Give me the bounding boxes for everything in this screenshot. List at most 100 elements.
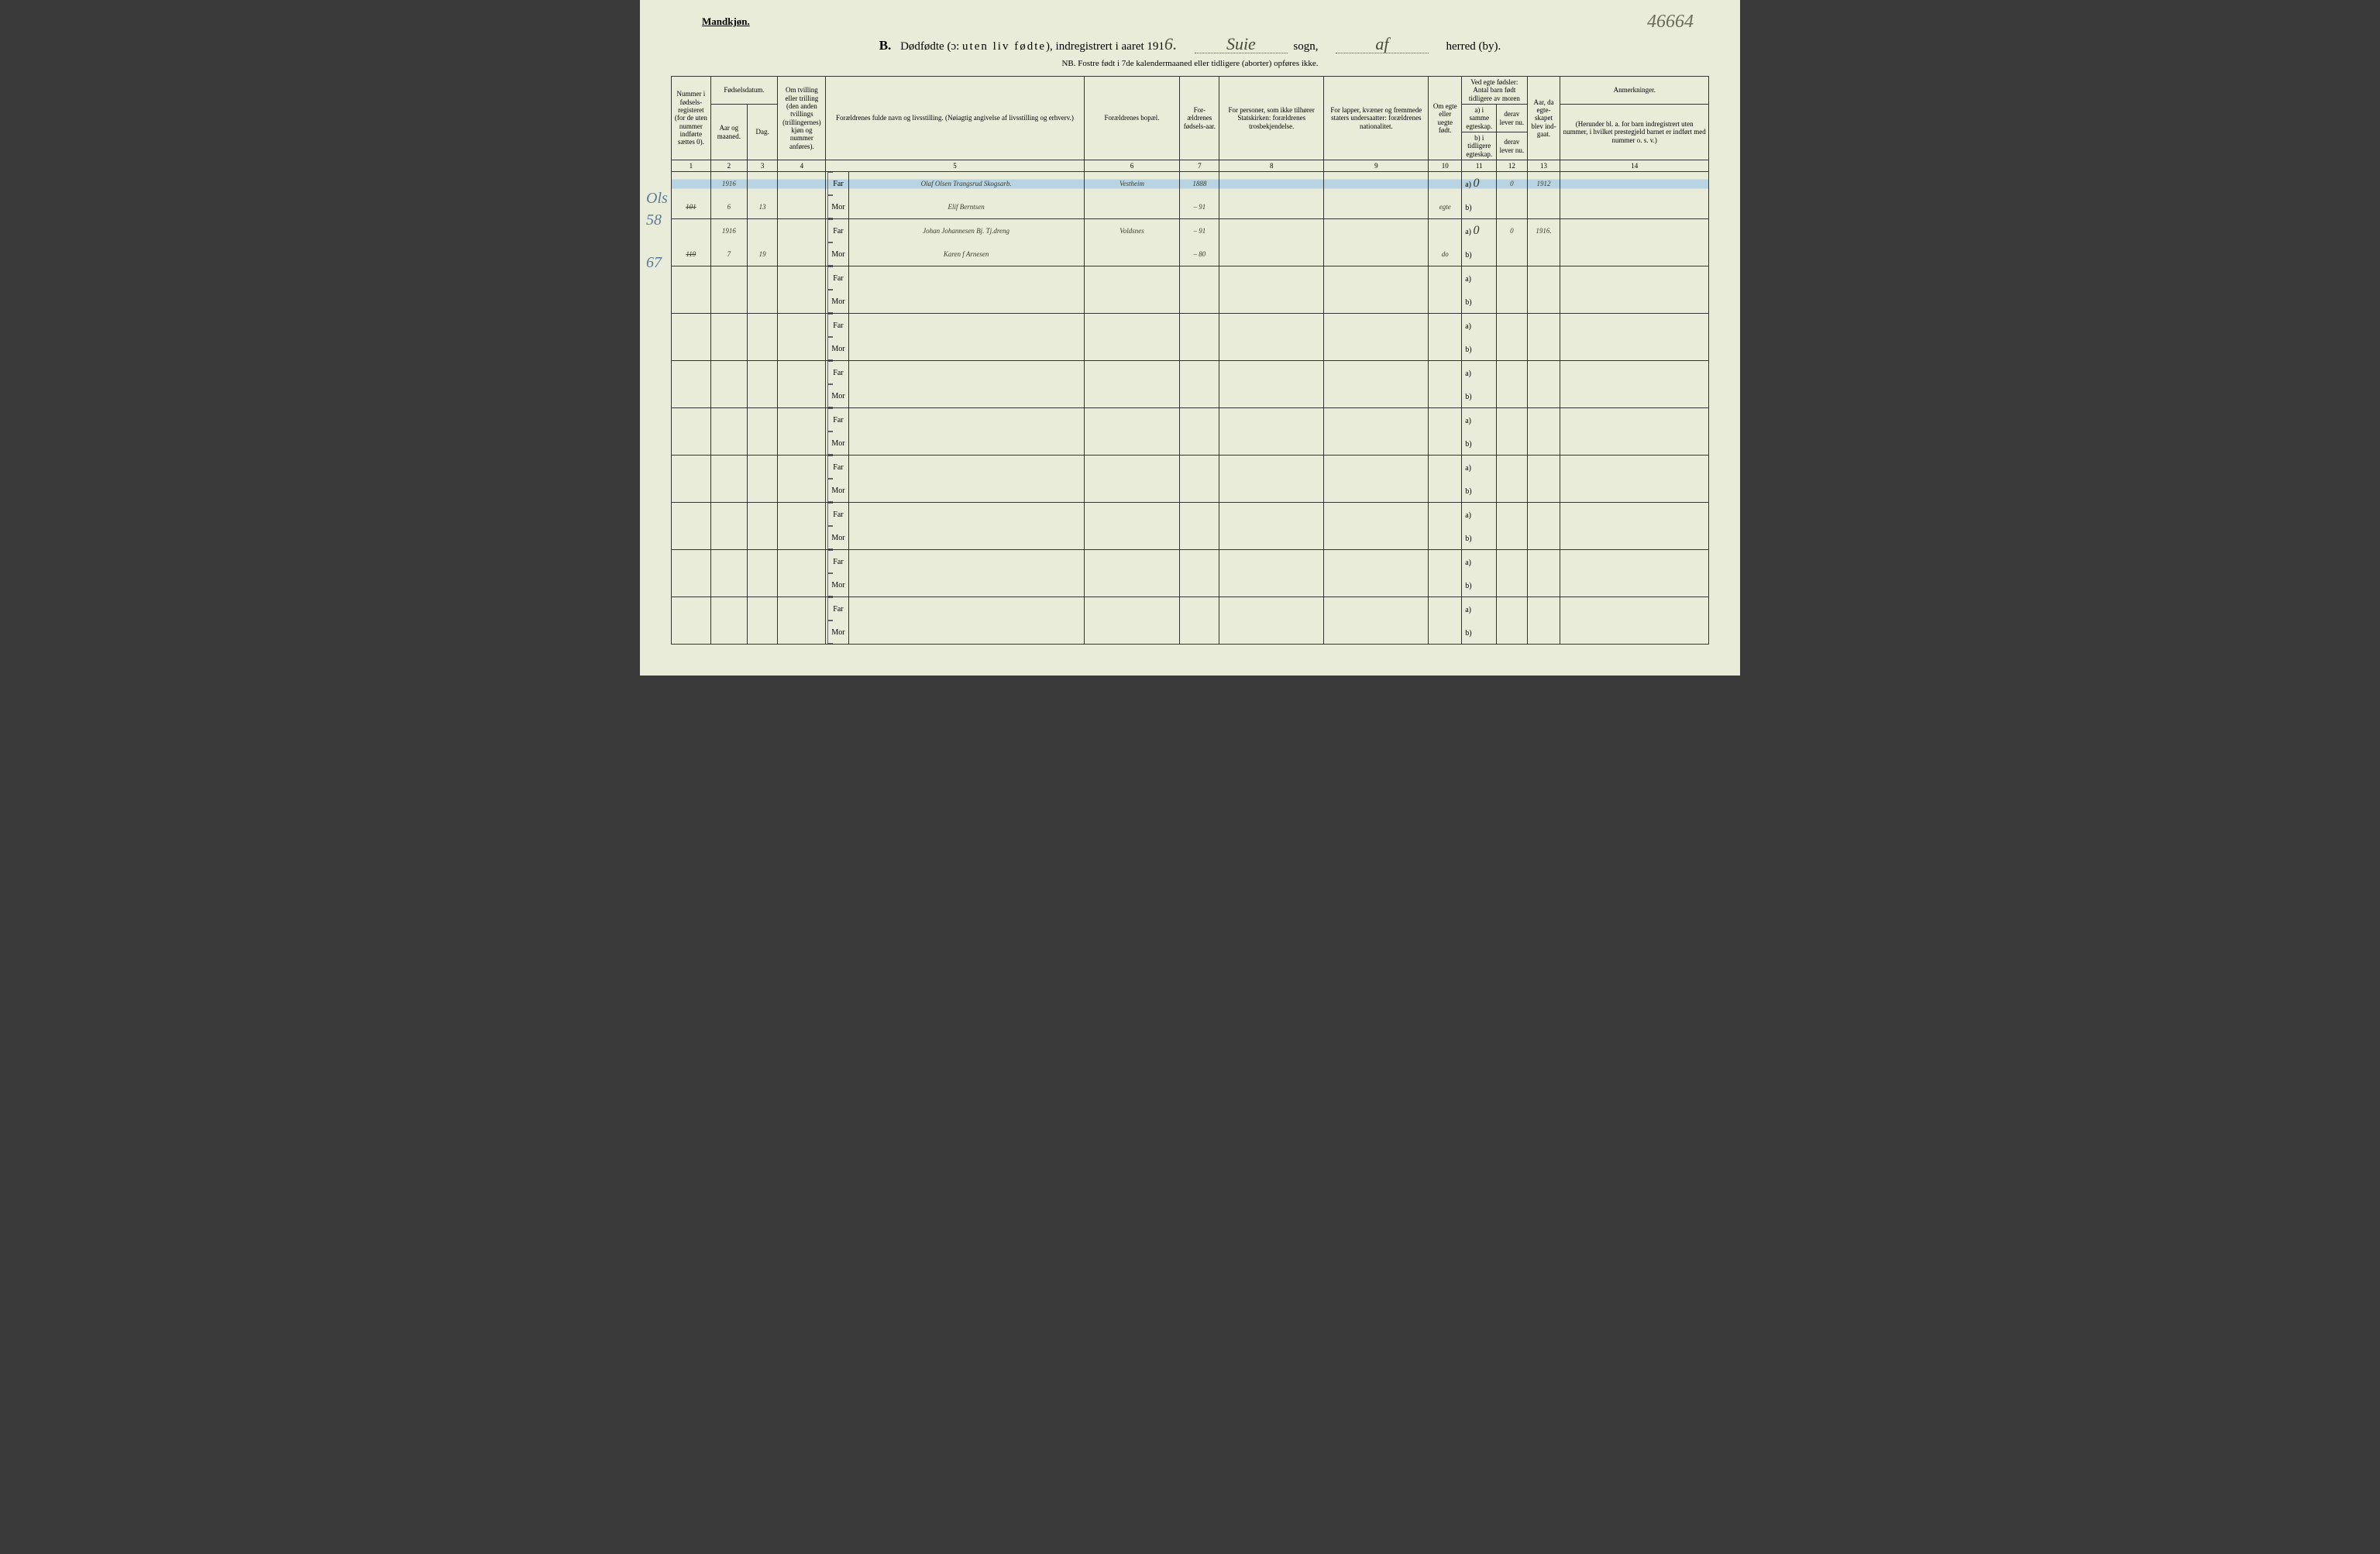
cell bbox=[672, 573, 711, 597]
cell: Mor bbox=[826, 479, 848, 503]
table-row: Far a) bbox=[672, 408, 1709, 432]
cell bbox=[778, 479, 826, 503]
cell bbox=[1560, 597, 1709, 621]
header-derav-a: derav lever nu. bbox=[1497, 105, 1527, 132]
header-egte-fodsler: Ved egte fødsler: Antal barn født tidlig… bbox=[1462, 77, 1527, 105]
cell bbox=[672, 621, 711, 645]
cell bbox=[1219, 219, 1324, 243]
table-row: 101613MorElif Berntsen– 91egteb) bbox=[672, 195, 1709, 219]
cell bbox=[1180, 384, 1219, 408]
cell: Far bbox=[826, 597, 848, 621]
cell bbox=[747, 314, 777, 338]
cell bbox=[747, 526, 777, 550]
table-row: 1916FarJohan Johannesen Bj. Tj.drengVold… bbox=[672, 219, 1709, 243]
cell: 1916. bbox=[1527, 219, 1560, 243]
cell: a) 0 bbox=[1462, 172, 1497, 196]
register-page: 46664 Mandkjøn. B. Dødfødte (ɔ: uten liv… bbox=[640, 0, 1740, 676]
cell bbox=[1429, 266, 1462, 291]
cell: 1888 bbox=[1180, 172, 1219, 196]
cell bbox=[1560, 431, 1709, 456]
colnum: 2 bbox=[710, 160, 747, 172]
cell bbox=[672, 219, 711, 243]
cell bbox=[710, 597, 747, 621]
cell: Elif Berntsen bbox=[848, 195, 1084, 219]
cell bbox=[1497, 503, 1527, 527]
cell: Mor bbox=[826, 573, 848, 597]
cell: 1912 bbox=[1527, 172, 1560, 196]
cell bbox=[1180, 621, 1219, 645]
cell bbox=[747, 337, 777, 361]
table-row: 119719MorKaren f Arnesen– 80dob) bbox=[672, 242, 1709, 266]
cell bbox=[778, 266, 826, 291]
cell bbox=[1560, 290, 1709, 314]
cell bbox=[1324, 621, 1429, 645]
cell bbox=[848, 290, 1084, 314]
cell bbox=[710, 621, 747, 645]
cell bbox=[848, 408, 1084, 432]
cell bbox=[1560, 573, 1709, 597]
cell bbox=[1324, 479, 1429, 503]
cell bbox=[672, 337, 711, 361]
cell bbox=[747, 621, 777, 645]
cell: 0 bbox=[1497, 219, 1527, 243]
cell bbox=[848, 573, 1084, 597]
header-fodselsdatum: Fødselsdatum. bbox=[710, 77, 778, 105]
cell bbox=[710, 503, 747, 527]
cell bbox=[1560, 337, 1709, 361]
cell: Johan Johannesen Bj. Tj.dreng bbox=[848, 219, 1084, 243]
cell bbox=[672, 290, 711, 314]
cell: Mor bbox=[826, 290, 848, 314]
cell bbox=[1084, 242, 1180, 266]
cell bbox=[1219, 361, 1324, 385]
cell bbox=[1324, 503, 1429, 527]
cell: egte bbox=[1429, 195, 1462, 219]
colnum: 3 bbox=[747, 160, 777, 172]
cell: Far bbox=[826, 408, 848, 432]
cell: a) bbox=[1462, 408, 1497, 432]
table-row: Fara) bbox=[672, 314, 1709, 338]
header-a-samme: a) i samme egteskap. bbox=[1462, 105, 1497, 132]
cell bbox=[1324, 314, 1429, 338]
cell bbox=[672, 597, 711, 621]
cell bbox=[747, 456, 777, 480]
cell bbox=[1324, 597, 1429, 621]
colnum: 6 bbox=[1084, 160, 1180, 172]
margin-note: 67 bbox=[646, 254, 662, 272]
cell bbox=[1219, 408, 1324, 432]
cell: Far bbox=[826, 456, 848, 480]
cell: Vestheim bbox=[1084, 172, 1180, 196]
header-nummer: Nummer i fødsels-registeret (for de uten… bbox=[672, 77, 711, 160]
cell bbox=[1180, 337, 1219, 361]
cell bbox=[1560, 361, 1709, 385]
cell: 7 bbox=[710, 242, 747, 266]
cell: Far bbox=[826, 503, 848, 527]
cell bbox=[778, 408, 826, 432]
cell bbox=[1527, 290, 1560, 314]
colnum: 8 bbox=[1219, 160, 1324, 172]
cell bbox=[848, 550, 1084, 574]
form-title: B. Dødfødte (ɔ: uten liv fødte), indregi… bbox=[671, 34, 1709, 54]
table-row: Fara) bbox=[672, 456, 1709, 480]
cell bbox=[747, 290, 777, 314]
cell bbox=[848, 597, 1084, 621]
cell bbox=[710, 550, 747, 574]
cell bbox=[1497, 597, 1527, 621]
cell bbox=[1084, 195, 1180, 219]
cell: Mor bbox=[826, 526, 848, 550]
cell bbox=[778, 503, 826, 527]
cell bbox=[1219, 597, 1324, 621]
sogn-label: sogn, bbox=[1293, 40, 1318, 53]
year-suffix: 6. bbox=[1164, 34, 1178, 53]
cell bbox=[1429, 621, 1462, 645]
cell bbox=[672, 408, 711, 432]
cell bbox=[710, 526, 747, 550]
cell bbox=[1219, 526, 1324, 550]
cell bbox=[1219, 503, 1324, 527]
cell bbox=[1084, 337, 1180, 361]
cell bbox=[1324, 242, 1429, 266]
cell bbox=[1084, 550, 1180, 574]
cell bbox=[1497, 195, 1527, 219]
cell bbox=[1324, 431, 1429, 456]
cell: b) bbox=[1462, 621, 1497, 645]
cell bbox=[848, 384, 1084, 408]
